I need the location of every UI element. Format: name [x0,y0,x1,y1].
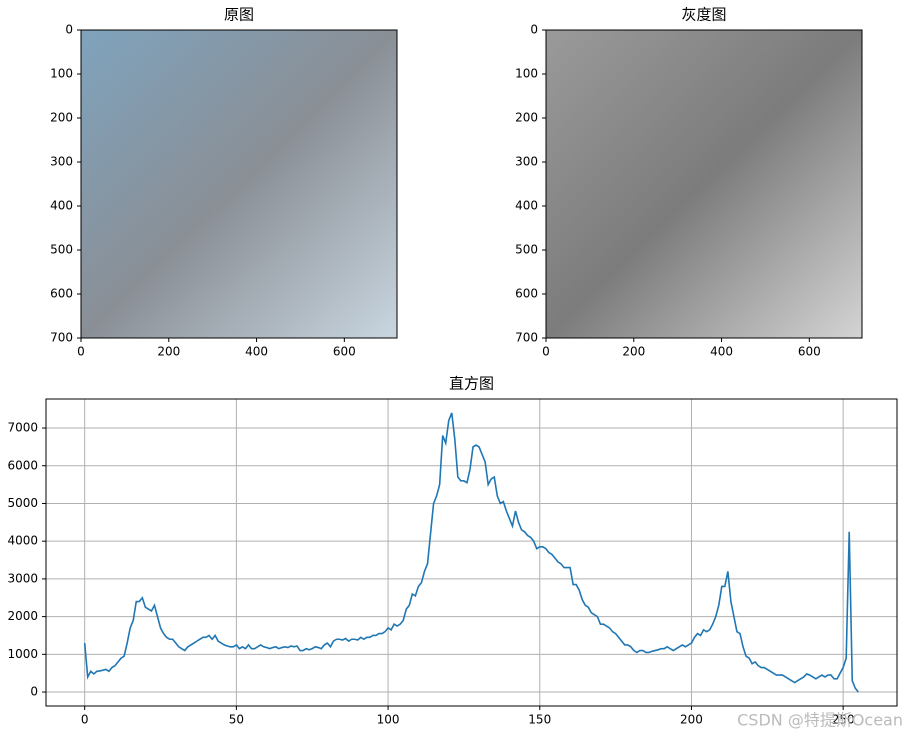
y-tick-label: 600 [50,287,73,301]
y-tick-label: 400 [50,199,73,213]
y-tick-label: 0 [65,23,73,37]
y-tick-label: 7000 [7,421,38,435]
y-tick-label: 4000 [7,534,38,548]
x-tick-label: 400 [245,345,268,359]
y-tick-label: 600 [515,287,538,301]
y-tick-label: 300 [50,155,73,169]
image [81,30,397,338]
x-tick-label: 250 [832,713,855,727]
y-tick-label: 100 [50,67,73,81]
y-tick-label: 400 [515,199,538,213]
y-tick-label: 300 [515,155,538,169]
axes-frame [45,398,898,707]
y-tick-label: 2000 [7,609,38,623]
y-tick-label: 100 [515,67,538,81]
axes-title: 直方图 [449,375,494,393]
line-series [83,412,859,693]
y-tick-label: 5000 [7,496,38,510]
x-tick-label: 100 [377,713,400,727]
x-tick-label: 400 [710,345,733,359]
axes-title: 原图 [224,6,254,24]
x-tick-label: 50 [229,713,244,727]
y-tick-label: 0 [30,685,38,699]
y-tick-label: 500 [515,243,538,257]
x-tick-label: 200 [157,345,180,359]
y-tick-label: 200 [50,111,73,125]
x-tick-label: 600 [798,345,821,359]
x-tick-label: 0 [81,713,89,727]
x-tick-label: 600 [333,345,356,359]
axes-title: 灰度图 [681,6,726,24]
y-tick-label: 3000 [7,571,38,585]
y-tick-label: 0 [530,23,538,37]
x-tick-label: 200 [680,713,703,727]
y-tick-label: 200 [515,111,538,125]
x-tick-label: 0 [77,345,85,359]
y-tick-label: 500 [50,243,73,257]
axes-frame [545,29,863,339]
y-tick-label: 700 [515,331,538,345]
watermark: CSDN @特提斯Ocean [737,711,903,730]
y-tick-label: 1000 [7,647,38,661]
y-tick-label: 700 [50,331,73,345]
x-tick-label: 0 [542,345,550,359]
image [546,30,862,338]
y-tick-label: 6000 [7,458,38,472]
x-tick-label: 150 [528,713,551,727]
x-tick-label: 200 [622,345,645,359]
axes-frame [80,29,398,339]
